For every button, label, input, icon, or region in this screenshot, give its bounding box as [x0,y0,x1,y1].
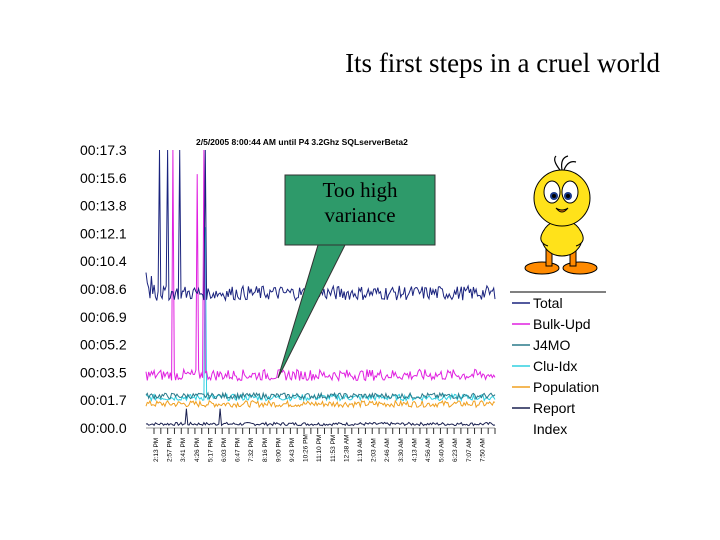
y-tick-label: 00:13.8 [80,198,127,214]
legend: Total Bulk-Upd J4MO Clu-Idx Population Report… [510,291,606,437]
x-tick-label: 7:07 AM [466,438,473,462]
x-tick-label: 11:10 PM [316,435,323,462]
series-line-j4mo [145,391,496,401]
x-tick-label: 6:03 PM [221,438,228,462]
x-tick-label: 9:43 PM [289,438,296,462]
x-tick-label: 6:47 PM [235,438,242,462]
y-tick-label: 00:08.6 [80,281,127,297]
x-tick-label: 6:23 AM [452,438,459,462]
x-tick-label: 2:57 PM [167,438,174,462]
x-tick-label: 2:46 AM [384,438,391,462]
legend-label: Report [533,400,575,416]
y-tick-label: 00:03.5 [80,364,127,380]
x-tick-label: 8:16 PM [262,438,269,462]
series-line-population [145,399,496,409]
y-tick-label: 00:15.6 [80,170,127,186]
series-line-bulk-upd [145,149,496,383]
legend-label: J4MO [533,337,570,353]
x-tick-label: 4:26 PM [194,438,201,462]
y-tick-label: 00:06.9 [80,309,127,325]
y-tick-label: 00:05.2 [80,337,127,353]
legend-label: Population [533,379,599,395]
y-tick-label: 00:12.1 [80,225,127,241]
x-tick-label: 5:17 PM [207,438,214,462]
y-tick-label: 00:10.4 [80,253,127,269]
y-axis: 00:17.3 00:15.6 00:13.8 00:12.1 00:10.4 00:08… [80,142,127,436]
x-tick-label: 1:19 AM [357,438,364,462]
y-tick-label: 00:17.3 [80,142,127,158]
callout-text: Too high variance [322,178,398,227]
x-tick-label: 10:26 PM [303,434,310,462]
x-axis: 2:13 PM 2:57 PM 3:41 PM 4:26 PM 5:17 PM 6:03 … [146,427,496,462]
x-tick-label: 7:50 AM [479,438,486,462]
x-tick-label: 2:03 AM [371,438,378,462]
y-tick-label: 00:00.0 [80,420,127,436]
x-tick-label: 2:13 PM [153,438,160,462]
callout-box [277,174,436,379]
x-tick-label: 3:30 AM [398,438,405,462]
y-tick-label: 00:01.7 [80,392,127,408]
legend-label: Bulk-Upd [533,316,591,332]
legend-label: Index [533,421,567,437]
x-tick-label: 9:00 PM [275,438,282,462]
chart-subtitle: 2/5/2005 8:00:44 AM until P4 3.2Ghz SQLs… [196,137,408,147]
x-tick-label: 4:56 AM [425,438,432,462]
x-tick-label: 12:38 AM [343,435,350,462]
x-tick-label: 4:13 AM [411,438,418,462]
legend-label: Total [533,295,563,311]
slide-title: Its first steps in a cruel world [345,48,660,78]
tweety-bird-icon [524,155,598,275]
x-tick-label: 11:53 PM [330,435,337,462]
x-tick-label: 5:40 AM [439,438,446,462]
x-tick-label: 3:41 PM [180,438,187,462]
x-tick-label: 7:32 PM [248,438,255,462]
series-line-report [145,408,496,427]
legend-label: Clu-Idx [533,358,577,374]
